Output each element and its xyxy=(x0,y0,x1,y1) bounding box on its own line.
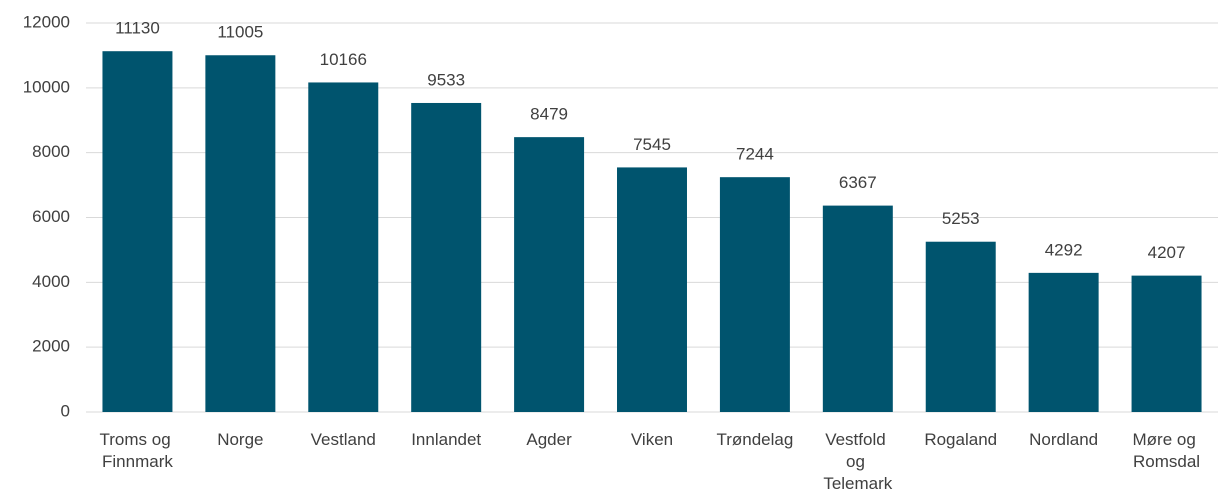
y-tick-label: 8000 xyxy=(32,142,70,161)
data-label: 8479 xyxy=(530,105,568,124)
bar xyxy=(514,137,585,412)
x-tick-label: Trøndelag xyxy=(716,430,793,449)
x-tick-label: Møre og Romsdal xyxy=(1133,430,1201,471)
x-tick-label: Innlandet xyxy=(411,430,481,449)
data-label: 11005 xyxy=(217,23,263,42)
bar xyxy=(102,51,173,412)
y-tick-label: 12000 xyxy=(23,12,70,31)
data-label: 5253 xyxy=(942,209,980,228)
y-tick-label: 4000 xyxy=(32,272,70,291)
data-label: 11130 xyxy=(115,19,160,38)
x-tick-label: Agder xyxy=(526,430,572,449)
bar xyxy=(719,177,790,412)
y-tick-label: 2000 xyxy=(32,337,70,356)
bar xyxy=(411,102,482,412)
bar xyxy=(822,205,893,412)
bar xyxy=(205,55,276,413)
y-tick-label: 10000 xyxy=(23,77,70,96)
data-label: 4207 xyxy=(1148,243,1186,262)
x-tick-label: Rogaland xyxy=(924,430,997,449)
bar xyxy=(925,241,996,412)
bar xyxy=(617,167,687,412)
y-tick-label: 0 xyxy=(61,401,70,420)
y-tick-label: 6000 xyxy=(32,207,70,226)
data-label: 6367 xyxy=(839,173,877,192)
x-tick-label: Troms og Finnmark xyxy=(100,430,176,471)
x-tick-label: Vestfold og Telemark xyxy=(823,430,892,493)
x-tick-label: Viken xyxy=(631,430,673,449)
bar xyxy=(1131,275,1202,412)
data-label: 4292 xyxy=(1045,240,1083,259)
bar xyxy=(1028,272,1099,412)
data-label: 7545 xyxy=(633,135,671,154)
data-label: 10166 xyxy=(320,50,367,69)
bar xyxy=(308,82,379,413)
data-label: 9533 xyxy=(427,70,465,89)
x-tick-label: Vestland xyxy=(311,430,376,449)
x-tick-label: Norge xyxy=(217,430,263,449)
x-tick-label: Nordland xyxy=(1029,430,1098,449)
data-label: 7244 xyxy=(736,145,774,164)
